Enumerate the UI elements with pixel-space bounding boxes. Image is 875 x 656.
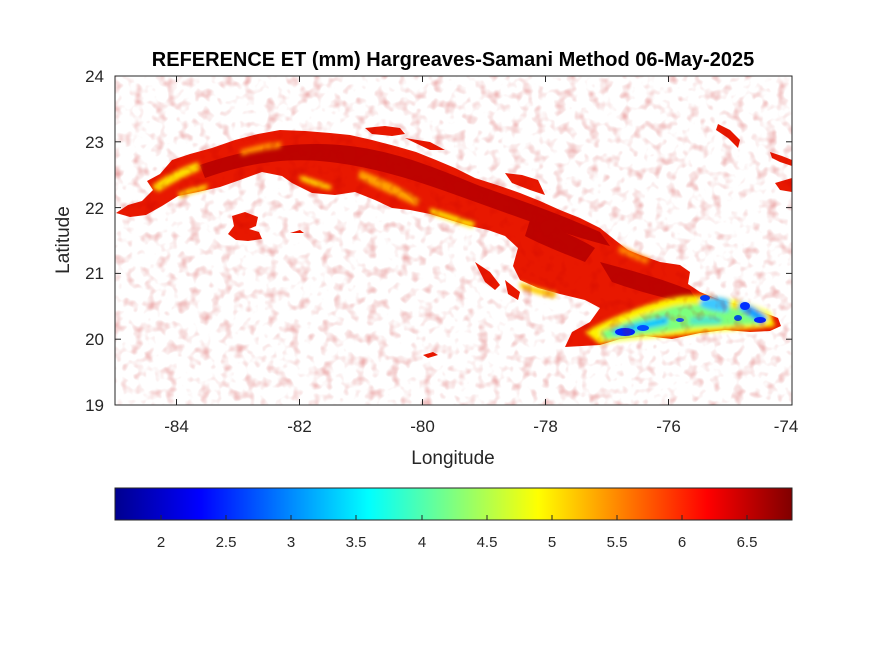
y-axis-label: Latitude [53,206,74,274]
y-tick-label: 24 [85,67,104,86]
colorbar-tick-label: 4 [418,534,426,551]
x-tick-label: -78 [533,417,558,436]
colorbar-ticks: 2 2.5 3 3.5 4 4.5 5 5.5 6 6.5 [157,515,758,551]
x-tick-label: -74 [774,417,799,436]
colorbar-tick-label: 3.5 [346,534,367,551]
x-tick-label: -80 [410,417,435,436]
y-tick-label: 21 [85,264,104,283]
chart-title: REFERENCE ET (mm) Hargreaves-Samani Meth… [152,49,754,71]
y-tick-label: 20 [85,330,104,349]
colorbar-tick-label: 2.5 [216,534,237,551]
x-axis: -84 -82 -80 -78 -76 -74 [164,76,798,436]
y-axis: 19 20 21 22 23 24 [85,67,792,415]
colorbar-tick-label: 3 [287,534,295,551]
y-tick-label: 19 [85,396,104,415]
colorbar-tick-label: 6.5 [737,534,758,551]
axes-box [114,75,793,406]
texture-overlay [115,76,792,405]
y-tick-label: 22 [85,199,104,218]
y-tick-label: 23 [85,133,104,152]
et-heatmap [115,76,792,405]
colorbar-tick-label: 4.5 [477,534,498,551]
x-tick-label: -82 [287,417,312,436]
colorbar: 2 2.5 3 3.5 4 4.5 5 5.5 6 6.5 [114,487,793,551]
colorbar-tick-label: 5.5 [607,534,628,551]
colorbar-tick-label: 6 [678,534,686,551]
x-tick-label: -84 [164,417,189,436]
colorbar-tick-label: 5 [548,534,556,551]
colorbar-gradient [114,487,793,521]
colorbar-tick-label: 2 [157,534,165,551]
x-axis-label: Longitude [411,448,494,469]
x-tick-label: -76 [656,417,681,436]
